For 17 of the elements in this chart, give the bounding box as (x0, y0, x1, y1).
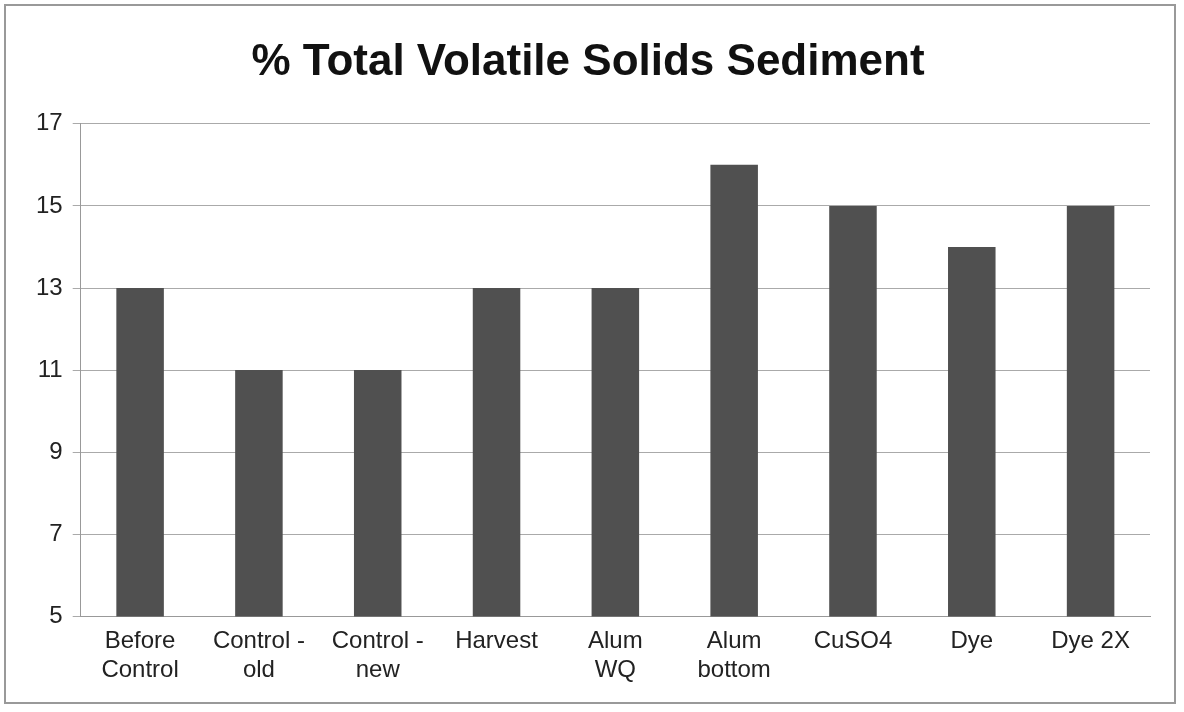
y-tick-label: 17 (35, 108, 63, 136)
y-tick-label: 9 (49, 436, 63, 464)
x-tick-label: Before Control (101, 626, 179, 683)
x-tick-label: Alum bottom (697, 626, 771, 683)
y-tick-label: 15 (35, 190, 63, 218)
y-tick-label: 11 (37, 354, 63, 382)
y-tick-label: 5 (49, 601, 63, 629)
x-tick-label: Control - new (331, 626, 424, 683)
y-tick-label: 13 (35, 272, 63, 300)
chart-title: % Total Volatile Solids Sediment (251, 34, 925, 84)
x-tick-label: Dye (950, 626, 994, 654)
x-tick-label: Harvest (455, 626, 539, 654)
x-tick-label: CuSO4 (813, 626, 893, 654)
x-tick-label: Control - old (212, 626, 305, 683)
y-tick-label: 7 (49, 518, 63, 546)
x-tick-label: Alum WQ (588, 626, 643, 683)
x-tick-label: Dye 2X (1051, 626, 1130, 654)
